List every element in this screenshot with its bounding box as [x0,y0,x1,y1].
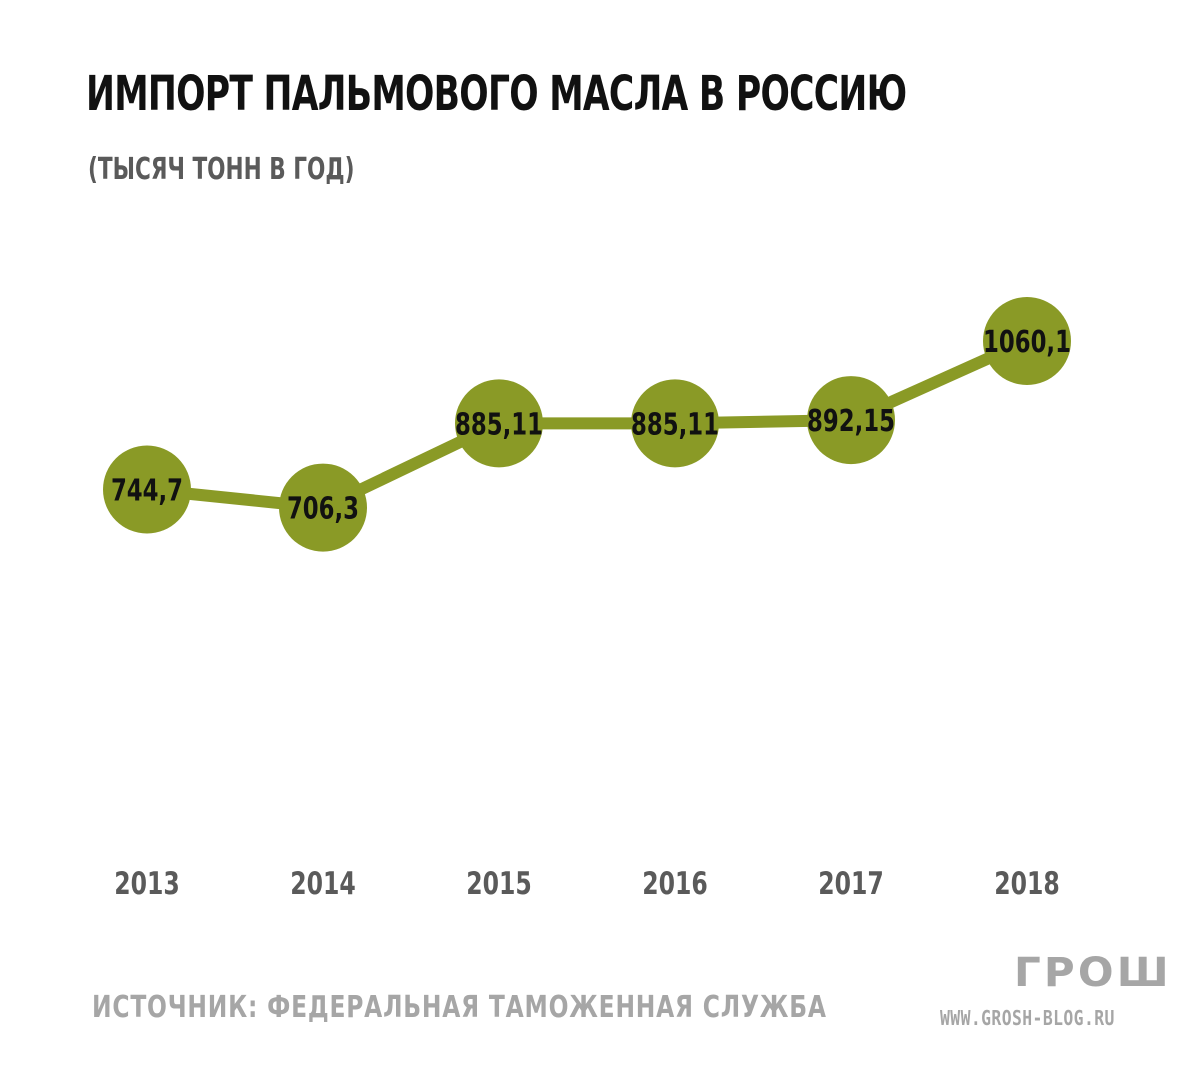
x-tick-label-2016: 2016 [642,866,708,902]
chart-title: ИМПОРТ ПАЛЬМОВОГО МАСЛА В РОССИЮ [86,66,907,122]
brand-logo: ГРОШ [1014,950,1172,996]
site-url: WWW.GROSH-BLOG.RU [940,1006,1115,1030]
data-point-2014 [279,463,367,552]
data-markers [103,297,1071,552]
data-point-2013 [103,445,191,534]
x-tick-label-2017: 2017 [818,866,884,902]
data-labels: 744,7 706,3 885,11 885,11 892,15 1060,1 [111,325,1071,526]
data-label-2018: 1060,1 [983,325,1071,360]
x-tick-label-2013: 2013 [114,866,180,902]
data-label-2013: 744,7 [111,473,183,508]
source-note: ИСТОЧНИК: ФЕДЕРАЛЬНАЯ ТАМОЖЕННАЯ СЛУЖБА [92,990,827,1025]
x-tick-label-2018: 2018 [994,866,1060,902]
series-line [146,335,1030,514]
x-tick-label-2014: 2014 [290,866,356,902]
x-axis-tick-labels: 2013 2014 2015 2016 2017 2018 [114,866,1060,902]
data-label-2015: 885,11 [455,407,543,442]
data-label-2017: 892,15 [807,404,895,439]
data-point-2018 [983,297,1071,386]
data-point-2017 [807,376,895,465]
data-point-2015 [455,379,543,468]
data-point-2016 [631,379,719,468]
x-tick-label-2015: 2015 [466,866,532,902]
chart-subtitle: (ТЫСЯЧ ТОНН В ГОД) [88,152,355,187]
data-label-2016: 885,11 [631,407,719,442]
data-label-2014: 706,3 [287,492,359,527]
